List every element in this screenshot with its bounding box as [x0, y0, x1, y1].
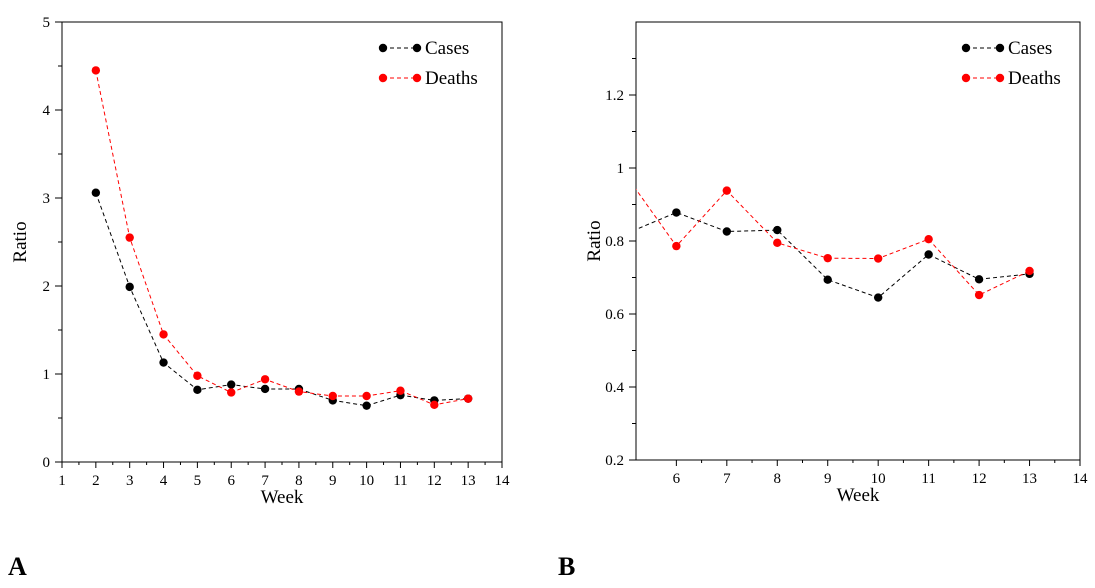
chart-a-series-deaths-point	[227, 388, 236, 397]
chart-a-series-deaths-point	[328, 391, 337, 401]
chart-a-x-tick-label: 3	[126, 473, 134, 489]
chart-a-legend-marker-deaths	[378, 73, 388, 83]
chart-b-series-cases-point	[873, 293, 883, 302]
chart-a-legend-marker-deaths	[412, 73, 422, 83]
chart-a-series-deaths-point	[91, 66, 101, 75]
chart-a-x-tick-label: 9	[329, 473, 337, 489]
chart-a-y-tick-label: 3	[43, 191, 51, 207]
chart-b-legend: Cases Deaths	[961, 38, 1061, 89]
chart-b-series-cases-point	[722, 227, 732, 236]
chart-a-legend-label-cases: Cases	[425, 38, 469, 59]
chart-a-series-cases-point	[362, 401, 371, 410]
chart-a-series-cases-point	[193, 385, 202, 395]
chart-b-y-tick-label: 0.2	[605, 453, 624, 469]
chart-a-x-tick-label: 6	[227, 473, 235, 489]
chart-a-series-deaths-point	[193, 371, 202, 380]
chart-b-series-cases-line	[636, 211, 1030, 299]
chart-a-series-cases-point	[260, 384, 270, 394]
chart-b-x-tick-label: 7	[723, 471, 731, 487]
chart-a-x-tick-label: 8	[295, 473, 303, 489]
chart-b-legend-label-deaths: Deaths	[1008, 68, 1061, 89]
chart-b-series-cases-point	[823, 275, 832, 284]
chart-a-series-deaths-point	[260, 375, 270, 384]
chart-a-legend-marker-cases	[412, 43, 422, 53]
chart-a-series-cases-point	[159, 358, 168, 367]
panel-label-a: A	[8, 552, 27, 581]
chart-b-plot-area	[636, 186, 1034, 302]
chart-b-y-axis-label: Ratio	[584, 220, 605, 261]
chart-b-y-tick-label: 0.4	[605, 380, 624, 396]
chart-b-x-tick-label: 13	[1022, 471, 1037, 487]
chart-a-series-cases-point	[91, 188, 101, 197]
chart-a-y-tick-label: 0	[43, 455, 51, 471]
chart-a-x-tick-label: 5	[194, 473, 202, 489]
chart-a-series-cases-point	[125, 282, 134, 292]
panel-label-b: B	[558, 552, 576, 581]
chart-a-series-deaths-point	[294, 387, 304, 396]
chart-a-x-tick-label: 13	[461, 473, 476, 489]
chart-a-series-cases-line	[95, 192, 469, 407]
chart-b-series-deaths-point	[672, 241, 681, 251]
chart-a-series-deaths-point	[430, 400, 439, 409]
chart-b-series-deaths-point	[722, 186, 732, 195]
chart-a-plot-area	[91, 66, 473, 410]
chart-a-legend-label-deaths: Deaths	[425, 68, 478, 89]
chart-a-series-deaths-point	[396, 386, 405, 395]
chart-b-series-cases-point	[924, 250, 933, 259]
chart-a-y-tick-label: 2	[43, 279, 51, 295]
chart-a-y-tick-label: 1	[43, 367, 51, 383]
chart-b-legend-marker-cases	[995, 43, 1005, 53]
chart-b-legend-marker-cases	[961, 43, 971, 53]
chart-b-y-tick-label: 1.2	[605, 88, 624, 104]
chart-a-series-deaths-point	[362, 391, 371, 401]
chart-b-series-deaths-point	[924, 234, 933, 244]
chart-b-x-tick-label: 10	[871, 471, 886, 487]
chart-b-series-deaths-point	[773, 238, 782, 248]
chart-b-series-deaths-point	[823, 253, 832, 263]
chart-b-series-deaths-point	[873, 254, 883, 263]
chart-b: 6 7 8 9 10 11 12 13 14 0.2 0.4 0.6 0.8 1 1.2 Week Ratio C…	[584, 21, 1089, 506]
chart-a-legend-marker-cases	[378, 43, 388, 53]
chart-a-y-tick-label: 4	[43, 103, 51, 119]
chart-b-series-deaths-point	[1025, 266, 1034, 276]
chart-a-y-tick-label: 5	[43, 15, 51, 31]
chart-a-series-deaths-point	[159, 330, 168, 339]
chart-a-x-tick-label: 1	[58, 473, 66, 489]
chart-b-x-tick-label: 11	[921, 471, 935, 487]
chart-b-series-deaths-point	[974, 290, 984, 300]
chart-a-x-tick-label: 2	[92, 473, 100, 489]
chart-a-series-deaths-point	[463, 394, 473, 403]
chart-a-x-tick-label: 4	[160, 473, 168, 489]
chart-a-series-deaths-point	[125, 233, 134, 242]
chart-b-series-cases-point	[974, 275, 984, 284]
chart-b-x-tick-label: 8	[774, 471, 782, 487]
chart-a-series-deaths-line	[95, 70, 469, 406]
chart-a-x-axis-label: Week	[261, 487, 304, 508]
chart-b-y-tick-label: 0.8	[605, 234, 624, 250]
chart-b-legend-marker-deaths	[995, 73, 1005, 83]
chart-a-x-tick-label: 14	[495, 473, 511, 489]
chart-b-x-tick-label: 6	[673, 471, 681, 487]
chart-b-x-axis-label: Week	[837, 485, 880, 506]
chart-b-legend-label-cases: Cases	[1008, 38, 1052, 59]
chart-b-x-tick-label: 12	[972, 471, 987, 487]
chart-a-legend: Cases Deaths	[378, 38, 478, 89]
chart-b-series-cases-point	[773, 225, 782, 235]
chart-b-y-tick-label: 0.6	[605, 307, 624, 323]
chart-a-series-cases-point	[227, 380, 236, 389]
chart-a-x-tick-label: 10	[359, 473, 374, 489]
chart-a-y-axis-label: Ratio	[10, 221, 31, 262]
chart-b-x-tick-label: 14	[1073, 471, 1089, 487]
chart-a-x-tick-label: 12	[427, 473, 442, 489]
chart-a-x-tick-label: 11	[393, 473, 407, 489]
chart-b-legend-marker-deaths	[961, 73, 971, 83]
chart-b-y-tick-label: 1	[617, 161, 625, 177]
chart-a: 1 2 3 4 5 6 7 8 9 10 11 12 13 14012345WeekRatioCasesD…	[10, 15, 510, 508]
chart-b-series-cases-point	[672, 208, 681, 217]
chart-b-x-tick-label: 9	[824, 471, 832, 487]
chart-a-x-tick-label: 7	[261, 473, 269, 489]
